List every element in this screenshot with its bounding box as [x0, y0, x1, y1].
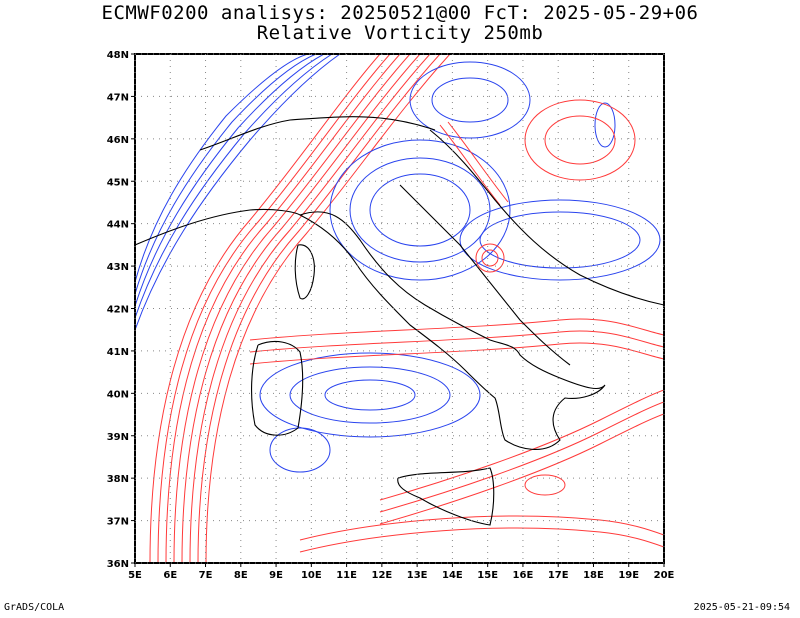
latitude-tick-label: 38N — [107, 474, 129, 485]
sardinia-coastline — [251, 340, 304, 436]
latitude-ticks: 36N 37N 38N 39N 40N 41N 42N 43N 44N 45N 46N 47N 48N — [107, 50, 135, 570]
contour-layer — [135, 54, 664, 563]
negative-vorticity-west-band — [135, 54, 341, 331]
alpine-borders — [199, 116, 436, 151]
latitude-tick-label: 47N — [107, 92, 129, 103]
latitude-tick-label: 39N — [107, 432, 129, 443]
longitude-tick-label: 12E — [371, 570, 392, 581]
footer-software-label: GrADS/COLA — [4, 602, 65, 613]
latitude-tick-label: 36N — [107, 559, 129, 570]
longitude-tick-label: 13E — [407, 570, 428, 581]
longitude-tick-label: 9E — [269, 570, 283, 581]
longitude-tick-label: 16E — [513, 570, 534, 581]
longitude-tick-label: 11E — [336, 570, 357, 581]
sicily-coastline — [397, 467, 495, 526]
balkan-coastline — [429, 129, 664, 306]
map-title-line1: ECMWF0200 analisys: 20250521@00 FcT: 202… — [101, 2, 699, 24]
longitude-tick-label: 5E — [128, 570, 142, 581]
positive-vorticity-south — [249, 99, 664, 553]
latitude-tick-label: 46N — [107, 135, 129, 146]
longitude-tick-label: 6E — [163, 570, 177, 581]
longitude-tick-label: 19E — [618, 570, 639, 581]
longitude-ticks: 5E 6E 7E 8E 9E 10E 11E 12E 13E 14E 15E 16E 17E 18E 19E… — [128, 563, 675, 581]
latitude-tick-label: 43N — [107, 262, 129, 273]
coastlines — [135, 116, 664, 526]
map-title-line2: Relative Vorticity 250mb — [256, 22, 544, 44]
italy-coastline — [299, 211, 606, 451]
longitude-tick-label: 7E — [199, 570, 213, 581]
latitude-tick-label: 48N — [107, 50, 129, 61]
lat-lon-grid — [134, 53, 665, 564]
latitude-tick-label: 44N — [107, 220, 129, 231]
longitude-tick-label: 8E — [234, 570, 248, 581]
longitude-tick-label: 17E — [548, 570, 569, 581]
latitude-tick-label: 42N — [107, 305, 129, 316]
negative-vorticity-central — [259, 61, 661, 473]
french-coastline — [135, 208, 301, 246]
longitude-tick-label: 10E — [301, 570, 322, 581]
longitude-tick-label: 18E — [583, 570, 604, 581]
latitude-tick-label: 41N — [107, 347, 129, 358]
latitude-tick-label: 37N — [107, 517, 129, 528]
longitude-tick-label: 15E — [477, 570, 498, 581]
adriatic-coast — [399, 184, 571, 366]
positive-vorticity-jet-band — [149, 54, 451, 563]
latitude-tick-label: 45N — [107, 177, 129, 188]
footer-timestamp: 2025-05-21-09:54 — [693, 602, 790, 613]
latitude-tick-label: 40N — [107, 389, 129, 400]
longitude-tick-label: 14E — [442, 570, 463, 581]
longitude-tick-label: 20E — [654, 570, 675, 581]
